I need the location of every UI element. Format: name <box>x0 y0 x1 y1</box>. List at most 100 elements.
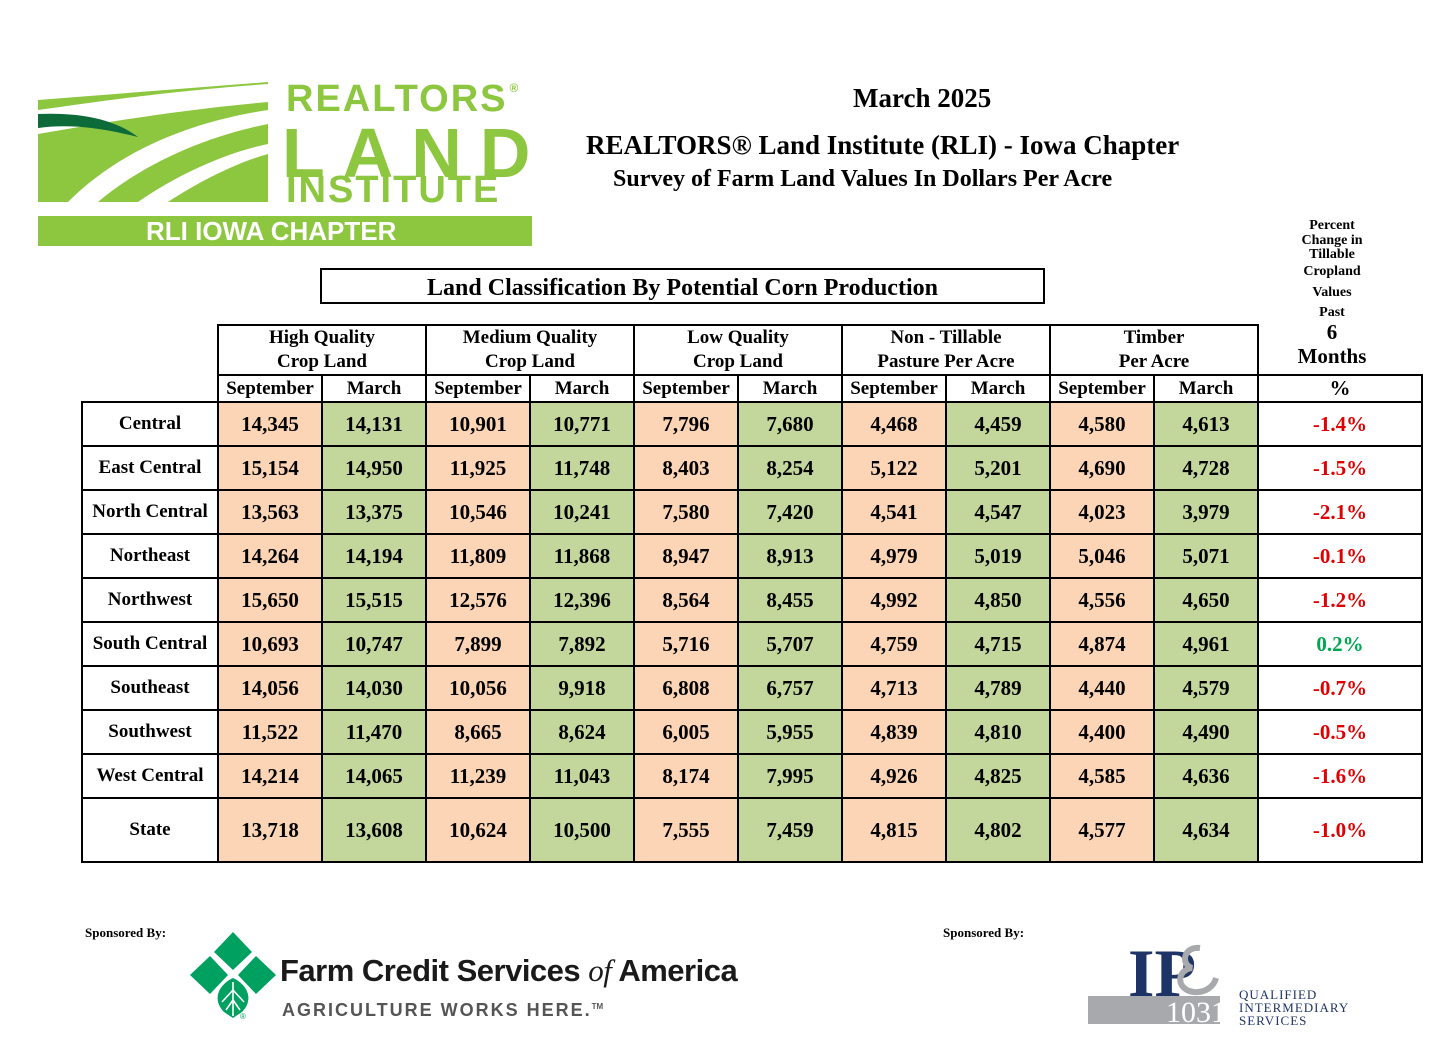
march-value: 5,707 <box>737 621 843 667</box>
group-header-row: High Quality Crop Land Medium Quality Crop … <box>82 324 1422 375</box>
svg-text:1031: 1031 <box>1166 996 1226 1028</box>
september-value: 8,947 <box>633 533 739 579</box>
percent-change-value: -0.5% <box>1257 709 1423 755</box>
march-value: 15,515 <box>321 577 427 623</box>
percent-unit-header: % <box>1257 374 1423 403</box>
september-value: 10,056 <box>425 665 531 711</box>
september-value: 10,693 <box>217 621 323 667</box>
march-value: 7,420 <box>737 489 843 535</box>
march-value: 7,680 <box>737 401 843 447</box>
march-value: 4,789 <box>945 665 1051 711</box>
march-value: 14,131 <box>321 401 427 447</box>
region-name: West Central <box>81 753 219 799</box>
percent-change-header: Percent Change in Tillable Cropland Valu… <box>1280 217 1384 371</box>
march-value: 8,455 <box>737 577 843 623</box>
farm-credit-services-logo: ® Farm Credit Services of America AGRICU… <box>188 930 738 1022</box>
region-name: Northwest <box>81 577 219 623</box>
table-row: Southeast 14,056 14,030 10,056 9,918 6,808 6,7… <box>81 665 1423 711</box>
september-value: 4,556 <box>1049 577 1155 623</box>
september-column-header: September <box>633 374 739 403</box>
group-header: High Quality Crop Land <box>217 324 427 375</box>
fcs-tagline: AGRICULTURE WORKS HERE.TM <box>282 1000 604 1020</box>
september-value: 7,555 <box>633 797 739 863</box>
pct-header-line: Cropland <box>1303 264 1361 279</box>
march-value: 4,459 <box>945 401 1051 447</box>
march-value: 8,913 <box>737 533 843 579</box>
september-value: 4,580 <box>1049 401 1155 447</box>
march-value: 5,201 <box>945 445 1051 491</box>
march-value: 13,608 <box>321 797 427 863</box>
group-header: Timber Per Acre <box>1049 324 1259 375</box>
table-row: Northwest 15,650 15,515 12,576 12,396 8,564 8,… <box>81 577 1423 623</box>
september-column-header: September <box>425 374 531 403</box>
march-column-header: March <box>1153 374 1259 403</box>
september-column-header: September <box>841 374 947 403</box>
september-value: 14,264 <box>217 533 323 579</box>
fcs-leaf-icon: ® <box>190 932 276 1020</box>
march-value: 12,396 <box>529 577 635 623</box>
march-value: 4,613 <box>1153 401 1259 447</box>
september-value: 4,023 <box>1049 489 1155 535</box>
logo-institute-text: INSTITUTE <box>286 169 501 211</box>
september-value: 4,440 <box>1049 665 1155 711</box>
march-value: 10,500 <box>529 797 635 863</box>
september-column-header: September <box>1049 374 1155 403</box>
september-value: 10,546 <box>425 489 531 535</box>
march-value: 4,850 <box>945 577 1051 623</box>
september-value: 11,239 <box>425 753 531 799</box>
march-value: 7,459 <box>737 797 843 863</box>
september-value: 4,541 <box>841 489 947 535</box>
march-column-header: March <box>737 374 843 403</box>
pct-header-line: Values <box>1312 285 1352 300</box>
september-value: 10,901 <box>425 401 531 447</box>
september-value: 4,815 <box>841 797 947 863</box>
september-value: 4,979 <box>841 533 947 579</box>
march-value: 11,868 <box>529 533 635 579</box>
percent-change-value: -1.2% <box>1257 577 1423 623</box>
september-value: 14,345 <box>217 401 323 447</box>
region-name: Central <box>81 401 219 447</box>
march-value: 11,748 <box>529 445 635 491</box>
september-value: 11,522 <box>217 709 323 755</box>
march-column-header: March <box>529 374 635 403</box>
september-value: 4,468 <box>841 401 947 447</box>
table-row: Northeast 14,264 14,194 11,809 11,868 8,947 8,… <box>81 533 1423 579</box>
farm-field-graphic <box>38 82 268 202</box>
march-column-header: March <box>945 374 1051 403</box>
pct-header-line: Percent <box>1309 218 1355 233</box>
classification-title: Land Classification By Potential Corn Pr… <box>320 268 1045 304</box>
ipe-monogram-icon: IP 1031 <box>1088 938 1226 1028</box>
march-value: 4,961 <box>1153 621 1259 667</box>
report-subtitle: Survey of Farm Land Values In Dollars Pe… <box>613 166 1113 192</box>
fcs-registered-mark: ® <box>240 1012 246 1020</box>
september-value: 4,926 <box>841 753 947 799</box>
september-value: 4,713 <box>841 665 947 711</box>
september-value: 11,925 <box>425 445 531 491</box>
september-value: 4,400 <box>1049 709 1155 755</box>
march-value: 4,636 <box>1153 753 1259 799</box>
sponsor-label: Sponsored By: <box>85 925 167 940</box>
percent-change-value: -1.0% <box>1257 797 1423 863</box>
march-value: 13,375 <box>321 489 427 535</box>
report-date: March 2025 <box>853 83 992 113</box>
fcs-name: Farm Credit Services of America <box>280 953 738 988</box>
september-value: 5,716 <box>633 621 739 667</box>
september-value: 15,650 <box>217 577 323 623</box>
table-row: East Central 15,154 14,950 11,925 11,748 8,40… <box>81 445 1423 491</box>
march-value: 4,825 <box>945 753 1051 799</box>
september-value: 13,718 <box>217 797 323 863</box>
march-value: 5,019 <box>945 533 1051 579</box>
march-column-header: March <box>321 374 427 403</box>
march-value: 14,194 <box>321 533 427 579</box>
march-value: 3,979 <box>1153 489 1259 535</box>
logo-chapter-banner: RLI IOWA CHAPTER <box>38 216 532 246</box>
sub-header-row: September March September March September Mar… <box>82 374 1423 403</box>
march-value: 7,995 <box>737 753 843 799</box>
ipe-qualified-intermediary-text: QUALIFIED INTERMEDIARY SERVICES <box>1239 987 1350 1028</box>
september-value: 4,577 <box>1049 797 1155 863</box>
march-value: 7,892 <box>529 621 635 667</box>
region-name: East Central <box>81 445 219 491</box>
september-value: 7,796 <box>633 401 739 447</box>
logo-land-text: LAND <box>282 114 549 192</box>
land-values-table: High Quality Crop Land Medium Quality Crop … <box>81 324 1423 863</box>
